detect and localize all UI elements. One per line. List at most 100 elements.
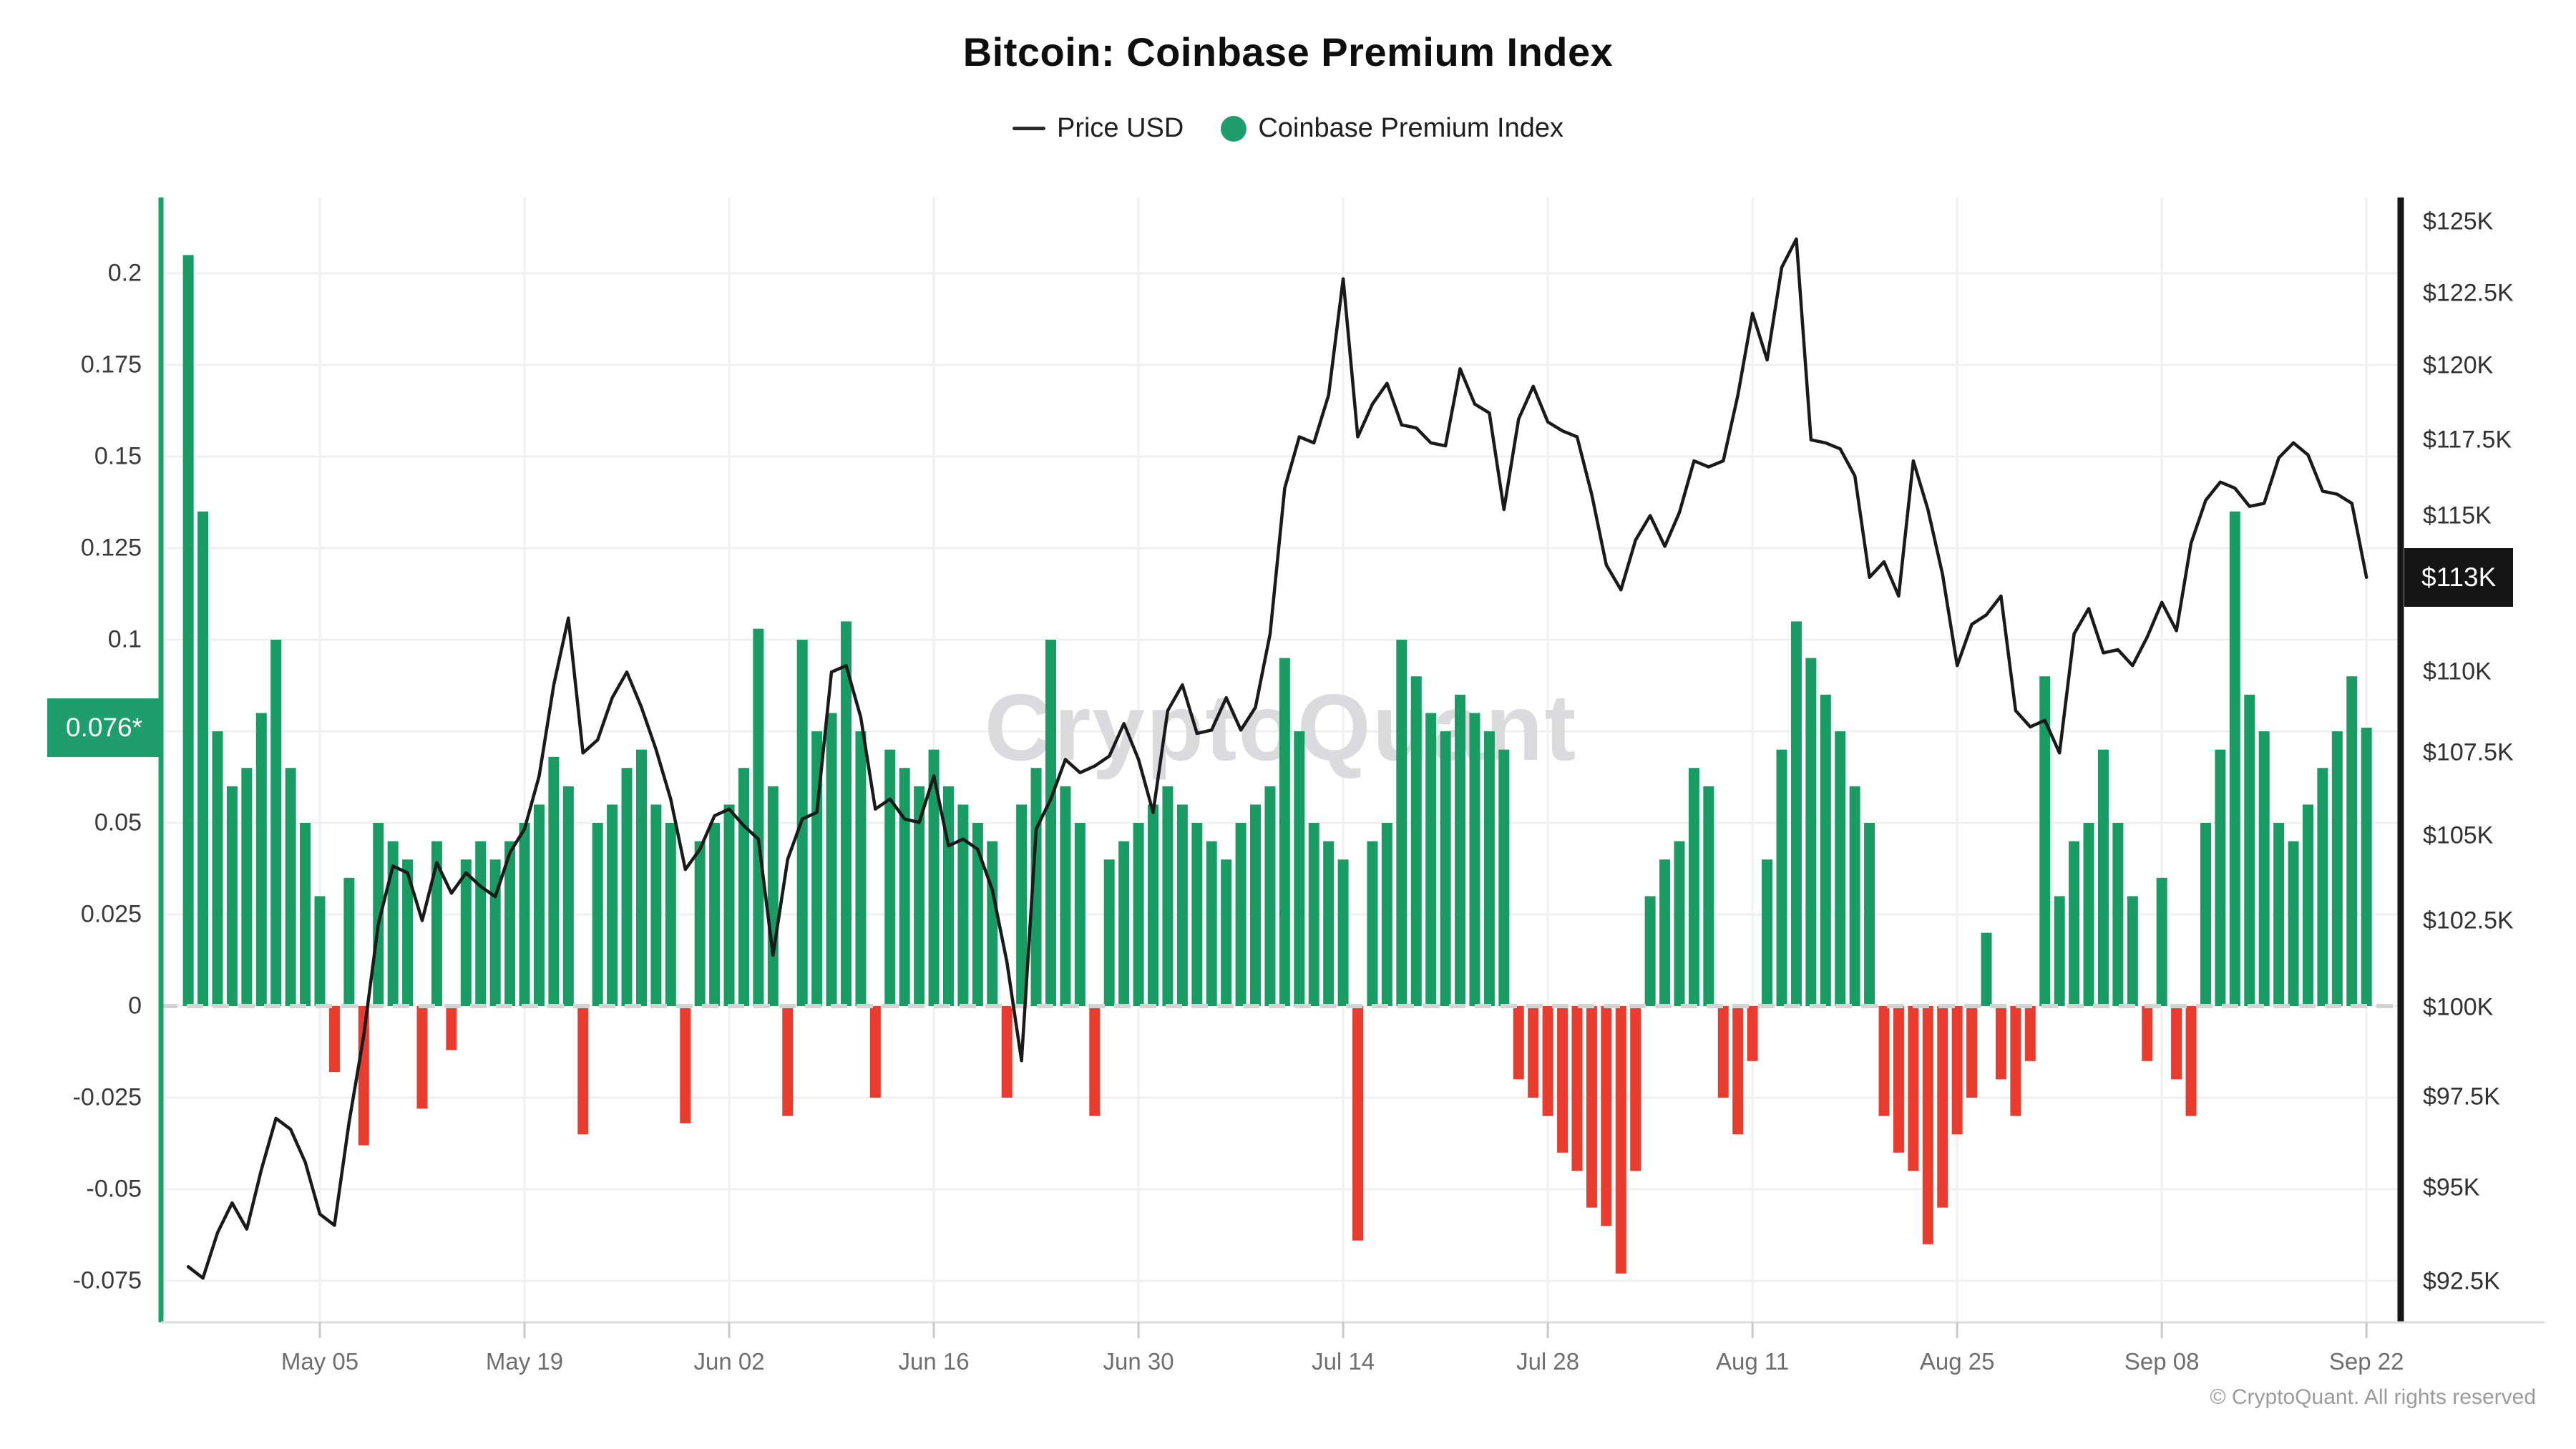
x-axis-tick-label: Jun 30 (1103, 1348, 1174, 1375)
premium-bar (1367, 841, 1378, 1006)
premium-bar (1396, 640, 1407, 1006)
x-axis-tick-label: Aug 25 (1919, 1348, 1995, 1375)
x-axis-tick-label: May 19 (485, 1348, 564, 1375)
premium-bar (1440, 731, 1451, 1006)
premium-bar (1557, 1006, 1568, 1153)
premium-bar (1337, 859, 1349, 1006)
left-axis-tick-label: 0.2 (107, 259, 142, 287)
right-axis-tick-label: $115K (2423, 502, 2492, 529)
premium-bar (1162, 786, 1174, 1006)
premium-bar (1644, 896, 1656, 1006)
premium-bar (1835, 731, 1846, 1006)
legend-item-premium: Coinbase Premium Index (1221, 113, 1563, 144)
right-axis-tick-label: $122.5K (2423, 279, 2514, 307)
premium-bar (343, 877, 355, 1006)
premium-bar (928, 749, 940, 1006)
premium-bar (328, 1006, 340, 1073)
premium-bar (1294, 731, 1305, 1006)
premium-bar (358, 1006, 369, 1146)
premium-bar (1528, 1006, 1539, 1098)
premium-bar (577, 1006, 589, 1135)
premium-bar (1118, 841, 1130, 1006)
premium-bar (1688, 768, 1699, 1006)
premium-bar (1410, 676, 1422, 1006)
premium-bar (1235, 823, 1246, 1006)
premium-bar (1469, 713, 1480, 1006)
premium-bar (782, 1006, 794, 1116)
left-axis-tick-label: -0.05 (86, 1175, 142, 1203)
premium-bar (1074, 823, 1085, 1006)
left-axis-tick-label: 0 (128, 992, 142, 1020)
premium-bar (1659, 859, 1671, 1006)
premium-bar (197, 511, 209, 1006)
premium-bar (1279, 658, 1290, 1006)
premium-bar (1264, 786, 1276, 1006)
premium-bar (2127, 896, 2138, 1006)
premium-bar (548, 756, 560, 1006)
premium-bar (635, 749, 647, 1006)
premium-bar (2097, 749, 2109, 1006)
premium-bar (1601, 1006, 1612, 1226)
x-axis-tick-label: Jun 02 (693, 1348, 765, 1375)
legend-premium-label: Coinbase Premium Index (1258, 113, 1564, 143)
premium-bar (2361, 727, 2372, 1006)
premium-bar (869, 1006, 881, 1098)
premium-bar (1498, 749, 1510, 1006)
premium-bar (270, 640, 282, 1006)
premium-bar (914, 786, 925, 1006)
x-axis-tick-label: May 05 (280, 1348, 359, 1375)
premium-bar (1674, 841, 1685, 1006)
premium-bar (2054, 896, 2065, 1006)
premium-bar (431, 841, 442, 1006)
premium-bar (1630, 1006, 1641, 1171)
premium-bar (2142, 1006, 2153, 1061)
x-axis-tick-label: Sep 08 (2124, 1348, 2200, 1375)
premium-bar (1542, 1006, 1553, 1116)
premium-bar (767, 786, 779, 1006)
right-axis-tick-label: $107.5K (2423, 738, 2514, 766)
premium-bar (1176, 804, 1188, 1006)
premium-bar (1045, 640, 1056, 1006)
premium-bar (2083, 823, 2094, 1006)
premium-bar (1206, 841, 1217, 1006)
premium-bar (1060, 786, 1071, 1006)
legend-item-price: Price USD (1012, 113, 1184, 144)
premium-bar (855, 731, 867, 1006)
premium-bar (416, 1006, 428, 1109)
premium-bar (562, 786, 574, 1006)
premium-bar (1790, 621, 1802, 1006)
premium-bar (2229, 511, 2240, 1006)
premium-bar (460, 859, 472, 1006)
premium-bar (1966, 1006, 1978, 1098)
premium-bar (1805, 658, 1817, 1006)
premium-bar (241, 768, 253, 1006)
premium-bar (2288, 841, 2299, 1006)
right-axis-tick-label: $125K (2423, 208, 2494, 235)
premium-bar (1995, 1006, 2006, 1080)
premium-bar (680, 1006, 691, 1123)
premium-bar (2010, 1006, 2021, 1116)
premium-bar (753, 628, 764, 1006)
premium-bar (1893, 1006, 1904, 1153)
right-axis-tick-label: $102.5K (2423, 907, 2514, 935)
premium-bar (475, 841, 487, 1006)
premium-bar (1820, 694, 1831, 1006)
x-axis-tick-label: Aug 11 (1716, 1348, 1790, 1375)
premium-bar (972, 823, 983, 1006)
x-axis-tick-label: Jul 14 (1312, 1348, 1375, 1375)
right-axis-tick-label: $120K (2423, 351, 2494, 379)
premium-bar (942, 786, 954, 1006)
premium-bar (884, 749, 896, 1006)
premium-bar (665, 823, 676, 1006)
left-axis-tick-label: 0.125 (80, 534, 142, 562)
premium-bar (285, 768, 296, 1006)
premium-bar (1703, 786, 1714, 1006)
premium-bar (1308, 823, 1319, 1006)
premium-bar (2200, 823, 2211, 1006)
premium-bar (1016, 804, 1028, 1006)
right-axis-tick-label: $95K (2423, 1174, 2480, 1201)
premium-bar (1776, 749, 1787, 1006)
premium-bar (650, 804, 662, 1006)
premium-bar (607, 804, 618, 1006)
premium-bar (1981, 932, 1992, 1006)
